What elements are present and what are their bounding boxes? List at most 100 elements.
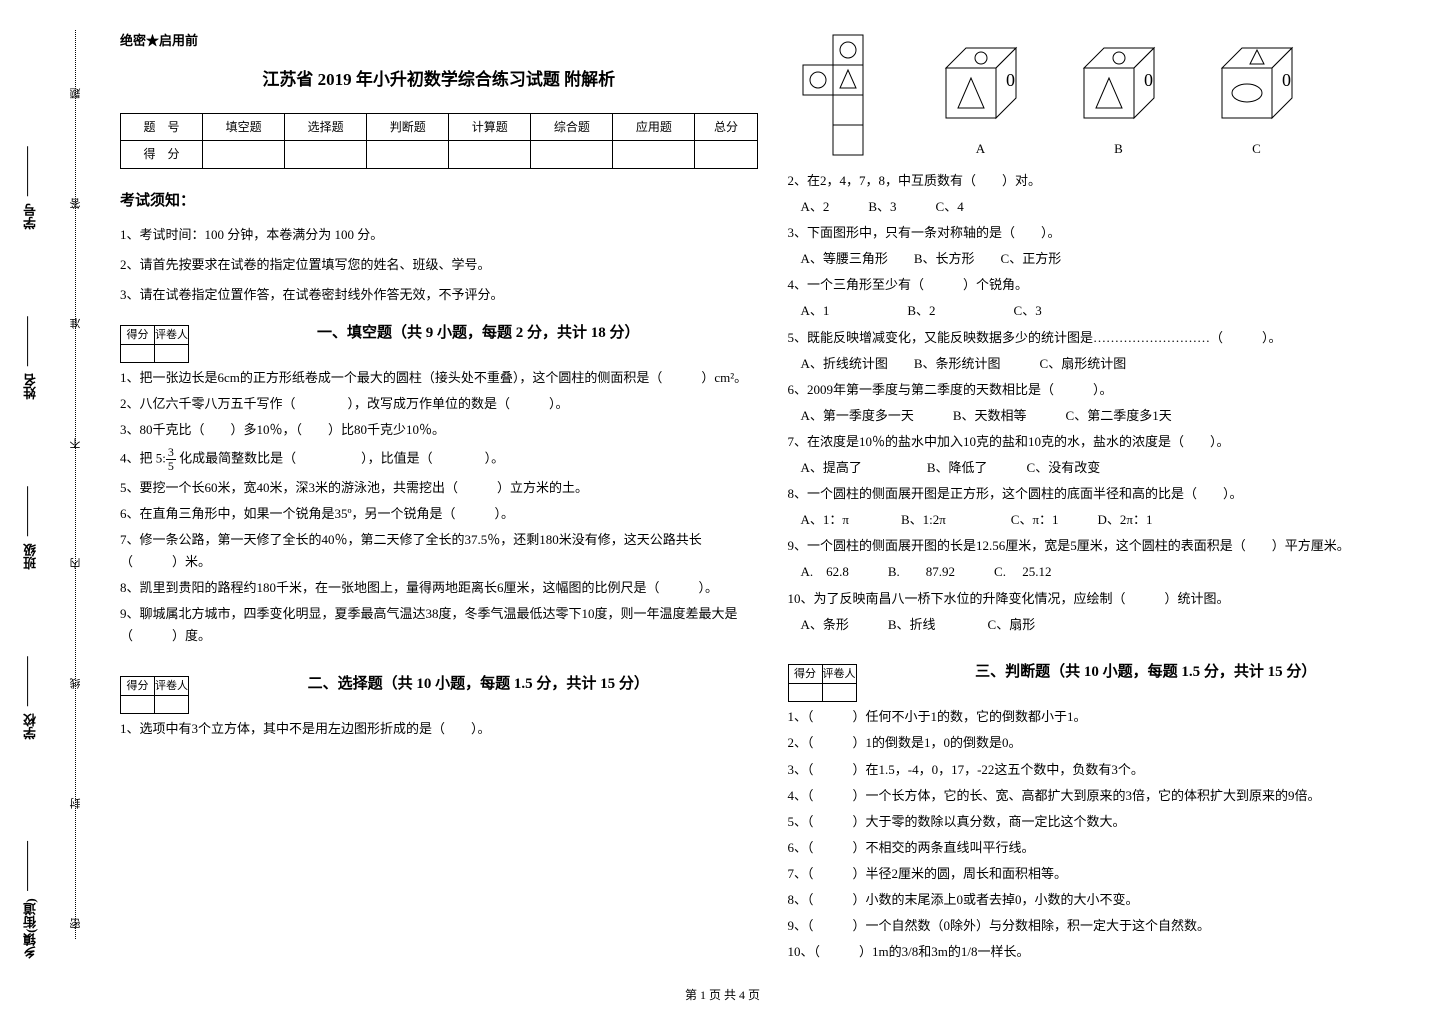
frac-prefix: 5: <box>156 450 166 465</box>
scorebox-cell <box>822 684 856 702</box>
score-cell <box>203 141 285 168</box>
section1-title: 一、填空题（共 9 小题，每题 2 分，共计 18 分） <box>199 321 758 347</box>
binding-margin: 乡镇(街道) 学校 班级 姓名 学号 密 封 线 内 不 准 答 题 <box>0 0 90 1019</box>
section2-q1: 1、选项中有3个立方体，其中不是用左边图形折成的是（ ）。 <box>120 718 758 740</box>
svg-text:0: 0 <box>1144 70 1153 90</box>
q3-10: 10、（ ）1m的3/8和3m的1/8一样长。 <box>788 941 1426 963</box>
cube-b-label: B <box>1064 138 1174 160</box>
section3-title: 三、判断题（共 10 小题，每题 1.5 分，共计 15 分） <box>867 660 1426 686</box>
scorebox-score: 得分 <box>121 325 155 345</box>
q2-4-opt: A、1 B、2 C、3 <box>788 300 1426 322</box>
section3-questions: 1、（ ）任何不小于1的数，它的倒数都小于1。 2、（ ）1的倒数是1，0的倒数… <box>788 706 1426 963</box>
fraction-icon: 35 <box>166 446 176 473</box>
cube-option-a: 0 A <box>926 38 1036 160</box>
binding-labels: 乡镇(街道) 学校 班级 姓名 学号 <box>20 0 50 1019</box>
cube-c-icon: 0 <box>1202 38 1312 138</box>
notice-item: 2、请首先按要求在试卷的指定位置填写您的姓名、班级、学号。 <box>120 254 758 276</box>
seal-char-4: 内 <box>67 552 86 569</box>
q2-8-opt: A、1：π B、1:2π C、π：1 D、2π：1 <box>788 509 1426 531</box>
cube-b-icon: 0 <box>1064 38 1174 138</box>
content-area: 绝密★启用前 江苏省 2019 年小升初数学综合练习试题 附解析 题 号 填空题… <box>90 0 1445 1019</box>
cube-net-diagram: 0 A 0 B <box>788 30 1426 160</box>
q2-6-opt: A、第一季度多一天 B、天数相等 C、第二季度多1天 <box>788 405 1426 427</box>
left-column: 绝密★启用前 江苏省 2019 年小升初数学综合练习试题 附解析 题 号 填空题… <box>120 30 758 999</box>
q2-7: 7、在浓度是10％的盐水中加入10克的盐和10克的水，盐水的浓度是（ ）。 <box>788 431 1426 453</box>
score-th-0: 题 号 <box>121 113 203 140</box>
q2-7-opt: A、提高了 B、降低了 C、没有改变 <box>788 457 1426 479</box>
score-th-2: 选择题 <box>285 113 367 140</box>
score-th-3: 判断题 <box>367 113 449 140</box>
q1-1: 1、把一张边长是6cm的正方形纸卷成一个最大的圆柱（接头处不重叠），这个圆柱的侧… <box>120 367 758 389</box>
notice-list: 1、考试时间：100 分钟，本卷满分为 100 分。 2、请首先按要求在试卷的指… <box>120 224 758 306</box>
q3-7: 7、（ ）半径2厘米的圆，周长和面积相等。 <box>788 863 1426 885</box>
scorebox-cell <box>155 696 189 714</box>
q2-2-opt: A、2 B、3 C、4 <box>788 196 1426 218</box>
q3-2: 2、（ ）1的倒数是1，0的倒数是0。 <box>788 732 1426 754</box>
binding-label-studentno: 学号 <box>20 142 42 229</box>
scorebox-score: 得分 <box>121 676 155 696</box>
q2-3-opt: A、等腰三角形 B、长方形 C、正方形 <box>788 248 1426 270</box>
score-cell <box>613 141 695 168</box>
scorebox-grader: 评卷人 <box>155 676 189 696</box>
score-cell <box>367 141 449 168</box>
q1-9: 9、聊城属北方城市，四季变化明显，夏季最高气温达38度，冬季气温最低达零下10度… <box>120 603 758 647</box>
seal-char-7: 答 <box>67 192 86 209</box>
section3-header-row: 得分评卷人 三、判断题（共 10 小题，每题 1.5 分，共计 15 分） <box>788 654 1426 707</box>
score-cell <box>285 141 367 168</box>
score-row-label: 得 分 <box>121 141 203 168</box>
q3-1: 1、（ ）任何不小于1的数，它的倒数都小于1。 <box>788 706 1426 728</box>
binding-label-class: 班级 <box>20 482 42 569</box>
notice-heading: 考试须知： <box>120 189 758 215</box>
cube-a-label: A <box>926 138 1036 160</box>
seal-char-5: 不 <box>67 432 86 449</box>
svg-text:0: 0 <box>1282 70 1291 90</box>
q2-1: 1、选项中有3个立方体，其中不是用左边图形折成的是（ ）。 <box>120 718 758 740</box>
scorebox-grader: 评卷人 <box>822 664 856 684</box>
seal-char-8: 题 <box>67 82 86 99</box>
page-footer: 第 1 页 共 4 页 <box>0 985 1445 1005</box>
q2-8: 8、一个圆柱的侧面展开图是正方形，这个圆柱的底面半径和高的比是（ ）。 <box>788 483 1426 505</box>
scorebox-cell <box>121 696 155 714</box>
q1-7: 7、修一条公路，第一天修了全长的40％，第二天修了全长的37.5％，还剩180米… <box>120 529 758 573</box>
exam-title: 江苏省 2019 年小升初数学综合练习试题 附解析 <box>120 66 758 95</box>
q3-3: 3、（ ）在1.5，-4，0，17，-22这五个数中，负数有3个。 <box>788 759 1426 781</box>
cube-a-icon: 0 <box>926 38 1036 138</box>
score-table: 题 号 填空题 选择题 判断题 计算题 综合题 应用题 总分 得 分 <box>120 113 758 169</box>
score-th-4: 计算题 <box>449 113 531 140</box>
scorebox-grader: 评卷人 <box>155 325 189 345</box>
exam-page: 乡镇(街道) 学校 班级 姓名 学号 密 封 线 内 不 准 答 题 绝密★启用… <box>0 0 1445 1019</box>
scorebox: 得分评卷人 <box>788 664 857 703</box>
q2-3: 3、下面图形中，只有一条对称轴的是（ ）。 <box>788 222 1426 244</box>
score-th-1: 填空题 <box>203 113 285 140</box>
scorebox-score: 得分 <box>788 664 822 684</box>
section1-header-row: 得分评卷人 一、填空题（共 9 小题，每题 2 分，共计 18 分） <box>120 315 758 368</box>
section2-questions: 2、在2，4，7，8，中互质数有（ ）对。 A、2 B、3 C、4 3、下面图形… <box>788 170 1426 636</box>
scorebox-cell <box>155 345 189 363</box>
right-column: 0 A 0 B <box>788 30 1426 999</box>
section2-title: 二、选择题（共 10 小题，每题 1.5 分，共计 15 分） <box>199 672 758 698</box>
binding-label-township: 乡镇(街道) <box>20 837 42 959</box>
q3-6: 6、（ ）不相交的两条直线叫平行线。 <box>788 837 1426 859</box>
seal-char-6: 准 <box>67 312 86 329</box>
q1-6: 6、在直角三角形中，如果一个锐角是35º，另一个锐角是（ ）。 <box>120 503 758 525</box>
scorebox-cell <box>121 345 155 363</box>
q2-2: 2、在2，4，7，8，中互质数有（ ）对。 <box>788 170 1426 192</box>
binding-label-name: 姓名 <box>20 312 42 399</box>
scorebox-cell <box>788 684 822 702</box>
secret-label: 绝密★启用前 <box>120 30 758 52</box>
q2-6: 6、2009年第一季度与第二季度的天数相比是（ ）。 <box>788 379 1426 401</box>
q1-3: 3、80千克比（ ）多10％，（ ）比80千克少10％。 <box>120 419 758 441</box>
svg-text:0: 0 <box>1006 70 1015 90</box>
section2-header-row: 得分评卷人 二、选择题（共 10 小题，每题 1.5 分，共计 15 分） <box>120 666 758 719</box>
cube-c-label: C <box>1202 138 1312 160</box>
score-th-5: 综合题 <box>531 113 613 140</box>
score-th-6: 应用题 <box>613 113 695 140</box>
notice-item: 3、请在试卷指定位置作答，在试卷密封线外作答无效，不予评分。 <box>120 284 758 306</box>
score-cell <box>449 141 531 168</box>
seal-char-3: 线 <box>67 672 86 689</box>
q2-9-opt: A. 62.8 B. 87.92 C. 25.12 <box>788 561 1426 583</box>
q2-10: 10、为了反映南昌八一桥下水位的升降变化情况，应绘制（ ）统计图。 <box>788 588 1426 610</box>
notice-item: 1、考试时间：100 分钟，本卷满分为 100 分。 <box>120 224 758 246</box>
cube-option-c: 0 C <box>1202 38 1312 160</box>
q1-2: 2、八亿六千零八万五千写作（ ），改写成万作单位的数是（ ）。 <box>120 393 758 415</box>
